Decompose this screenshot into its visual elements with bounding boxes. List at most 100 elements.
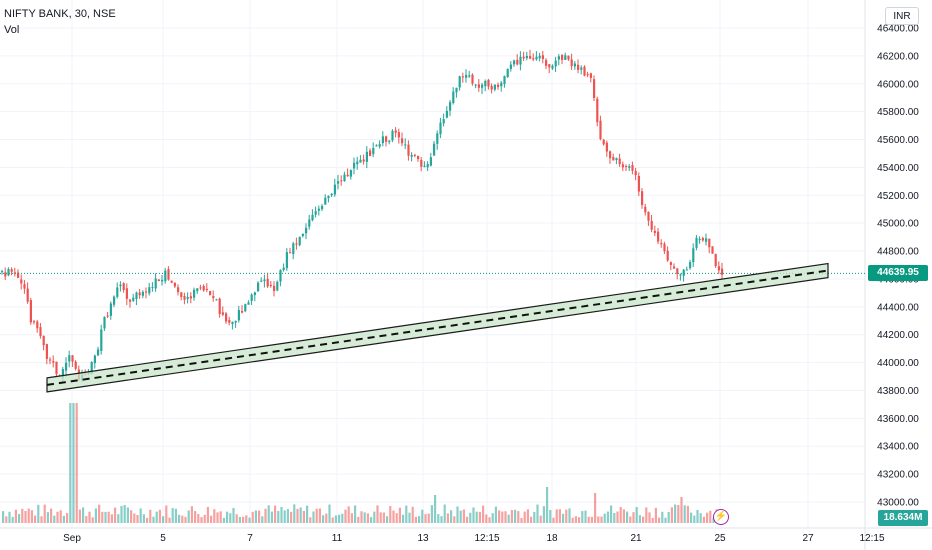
volume-bar xyxy=(533,511,536,523)
volume-bar xyxy=(402,514,405,523)
volume-bar xyxy=(568,508,571,523)
volume-bar xyxy=(338,514,341,523)
candle-body xyxy=(228,319,231,323)
volume-bar xyxy=(485,514,488,523)
volume-bar xyxy=(46,512,49,523)
candle-body xyxy=(583,66,586,76)
candle-body xyxy=(522,56,525,59)
candle-body xyxy=(701,238,704,241)
volume-bar xyxy=(274,505,277,523)
volume-bar xyxy=(178,514,181,523)
candle-body xyxy=(378,144,381,147)
volume-bar xyxy=(686,505,689,523)
candle-body xyxy=(433,143,436,156)
candle-body xyxy=(426,164,429,168)
volume-bar xyxy=(702,516,705,523)
candle-body xyxy=(301,233,304,236)
y-tick-label: 43200.00 xyxy=(877,470,919,481)
volume-bar xyxy=(366,513,369,523)
volume-bar xyxy=(277,511,280,523)
volume-bar xyxy=(488,517,491,523)
volume-bar xyxy=(242,516,245,523)
candle-body xyxy=(356,161,359,165)
candle-body xyxy=(413,154,416,156)
volume-bar xyxy=(475,511,478,523)
candle-body xyxy=(199,287,202,289)
volume-bar xyxy=(216,512,219,523)
candle-body xyxy=(61,369,64,378)
candle-body xyxy=(164,270,167,282)
candle-body xyxy=(628,166,631,168)
volume-bar xyxy=(437,514,440,523)
volume-bar xyxy=(405,505,408,523)
candle-body xyxy=(113,296,116,305)
candle-body xyxy=(535,56,538,60)
symbol-label[interactable]: NIFTY BANK, 30, NSE xyxy=(4,8,116,20)
volume-indicator-label[interactable]: Vol xyxy=(4,24,20,36)
candle-body xyxy=(490,86,493,90)
volume-bar xyxy=(674,504,677,523)
candle-body xyxy=(253,292,256,296)
volume-bar xyxy=(680,497,683,523)
y-tick-label: 45200.00 xyxy=(877,191,919,202)
candle-body xyxy=(429,157,432,166)
candle-body xyxy=(71,355,74,362)
candle-body xyxy=(615,158,618,161)
candle-body xyxy=(225,313,228,322)
volume-bar xyxy=(162,516,165,523)
x-tick-label: Sep xyxy=(63,533,81,544)
volume-bar xyxy=(75,403,78,523)
volume-bar xyxy=(424,514,427,523)
volume-bar xyxy=(536,504,539,523)
volume-bar xyxy=(69,403,72,523)
candle-body xyxy=(337,181,340,184)
candle-body xyxy=(186,297,189,299)
candle-body xyxy=(717,266,720,271)
lightning-icon[interactable]: ⚡ xyxy=(713,509,729,525)
volume-bar xyxy=(382,512,385,523)
candle-body xyxy=(125,288,128,299)
candle-body xyxy=(449,102,452,111)
candle-body xyxy=(263,279,266,282)
volume-bar xyxy=(491,513,494,523)
volume-bar xyxy=(117,514,120,523)
volume-bar xyxy=(664,517,667,523)
candle-body xyxy=(349,170,352,177)
candle-body xyxy=(653,230,656,233)
volume-bar xyxy=(600,516,603,523)
candle-body xyxy=(599,120,602,140)
volume-bar xyxy=(232,507,235,523)
volume-bar xyxy=(661,511,664,523)
candle-body xyxy=(532,58,535,60)
trend-channel[interactable] xyxy=(46,262,829,393)
candle-body xyxy=(365,151,368,162)
candle-body xyxy=(260,280,263,282)
candle-body xyxy=(241,311,244,313)
volume-bar xyxy=(270,511,273,523)
candle-body xyxy=(474,84,477,86)
candle-body xyxy=(161,279,164,282)
volume-bar xyxy=(530,516,533,523)
volume-bar xyxy=(168,517,171,523)
y-tick-label: 43000.00 xyxy=(877,498,919,509)
y-tick-label: 45000.00 xyxy=(877,219,919,230)
candle-body xyxy=(445,110,448,118)
candle-body xyxy=(100,329,103,351)
volume-bar xyxy=(498,510,501,523)
candle-body xyxy=(465,74,468,78)
candle-body xyxy=(503,76,506,85)
currency-badge[interactable]: INR xyxy=(885,7,919,25)
volume-bar xyxy=(350,513,353,523)
volume-bar xyxy=(450,510,453,523)
candle-body xyxy=(487,79,490,87)
candle-body xyxy=(45,344,48,359)
volume-bar xyxy=(446,513,449,523)
candle-body xyxy=(423,166,426,168)
volume-bar xyxy=(526,509,529,523)
volume-bar xyxy=(136,514,139,523)
candle-body xyxy=(647,211,650,221)
volume-bar xyxy=(78,509,81,523)
volume-bar xyxy=(37,504,40,523)
